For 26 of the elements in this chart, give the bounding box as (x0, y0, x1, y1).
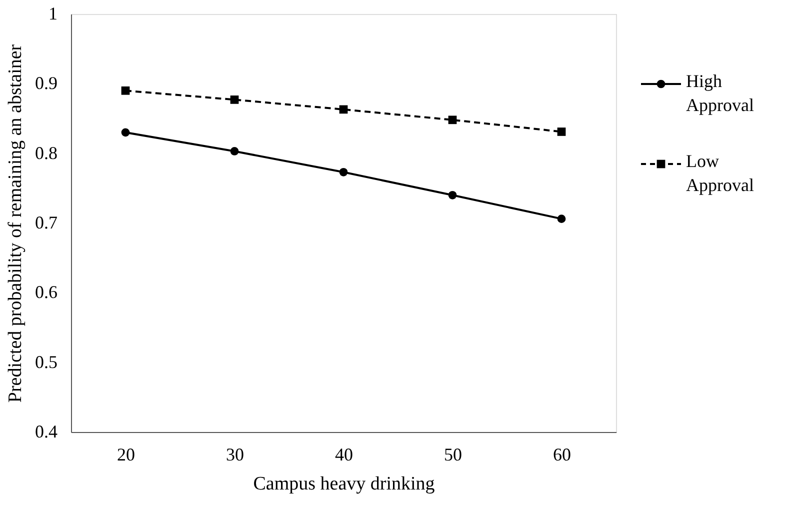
y-tick-label: 0.7 (35, 212, 58, 232)
legend-label: High Approval (686, 71, 754, 115)
x-tick-label: 50 (444, 444, 462, 464)
legend-label: Low Approval (686, 151, 754, 195)
point (339, 168, 348, 176)
point (121, 128, 130, 137)
point (557, 214, 566, 223)
x-tick-label: 40 (335, 444, 353, 464)
point (230, 96, 239, 104)
y-tick-label: 0.4 (35, 422, 58, 442)
x-tick-label: 30 (226, 444, 244, 464)
y-tick-label: 0.8 (35, 142, 58, 163)
y-tick-label: 0.5 (35, 352, 58, 372)
point (448, 116, 457, 124)
y-tick-label: 1 (48, 4, 58, 24)
point (557, 128, 566, 136)
y-axis-title: Predicted probability of remaining an abstainer (5, 44, 26, 403)
y-tick-label: 0.6 (35, 282, 58, 302)
point (121, 86, 130, 95)
x-tick-label: 60 (553, 444, 571, 464)
x-tick-label: 20 (117, 444, 135, 464)
x-axis-title: Campus heavy drinking (253, 474, 436, 494)
point (230, 147, 239, 156)
y-tick-label: 0.9 (35, 73, 58, 94)
point (339, 105, 348, 114)
point (448, 190, 457, 200)
